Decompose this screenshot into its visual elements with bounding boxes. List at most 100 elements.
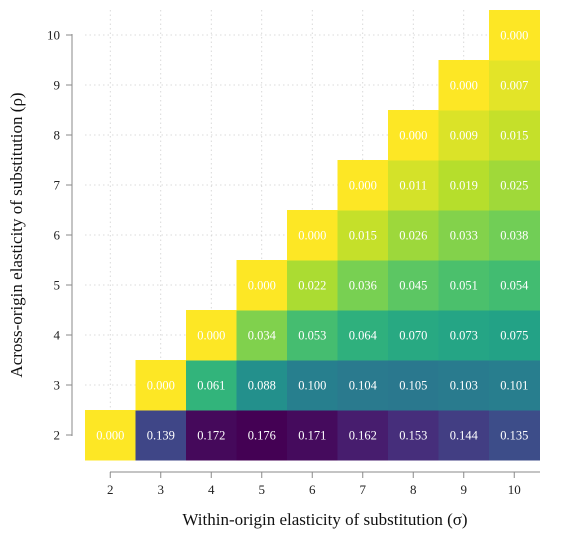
cell-value-label: 0.073 xyxy=(450,329,478,343)
heatmap-cell xyxy=(489,160,540,211)
heatmap-cell xyxy=(337,310,389,361)
heatmap-cell xyxy=(438,410,490,461)
cell-value-label: 0.051 xyxy=(450,279,478,293)
heatmap-cell xyxy=(489,260,540,311)
cell-value-label: 0.000 xyxy=(500,29,528,43)
x-tick-label: 10 xyxy=(508,482,521,497)
heatmap-cell xyxy=(489,310,540,361)
heatmap-cell xyxy=(388,260,439,311)
cell-value-label: 0.000 xyxy=(197,329,225,343)
heatmap-cell xyxy=(489,60,540,111)
heatmap-cell xyxy=(287,410,338,461)
x-tick-label: 8 xyxy=(410,482,417,497)
cell-value-label: 0.070 xyxy=(399,329,427,343)
cell-value-label: 0.026 xyxy=(399,229,427,243)
heatmap-cells xyxy=(85,10,540,461)
cell-value-label: 0.101 xyxy=(500,379,528,393)
y-axis-ticks: 2 3 4 5 6 7 8 9 10 xyxy=(47,28,72,443)
heatmap-cell xyxy=(287,310,338,361)
heatmap-cell xyxy=(287,360,338,411)
x-tick-label: 3 xyxy=(158,482,165,497)
cell-value-label: 0.000 xyxy=(248,279,276,293)
cell-value-label: 0.171 xyxy=(298,429,326,443)
x-axis-ticks: 2 3 4 5 6 7 8 9 10 xyxy=(107,472,521,497)
heatmap-cell xyxy=(337,260,389,311)
heatmap-cell xyxy=(186,410,237,461)
cell-value-label: 0.176 xyxy=(248,429,276,443)
cell-value-label: 0.015 xyxy=(500,129,528,143)
cell-labels: 0.000 0.139 0.172 0.176 0.171 0.162 0.153 0.144… xyxy=(96,29,529,443)
heatmap-cell xyxy=(85,410,136,461)
cell-value-label: 0.153 xyxy=(399,429,427,443)
cell-value-label: 0.053 xyxy=(298,329,326,343)
cell-value-label: 0.139 xyxy=(147,429,175,443)
heatmap-cell xyxy=(388,160,439,211)
cell-value-label: 0.036 xyxy=(349,279,377,293)
cell-value-label: 0.022 xyxy=(298,279,326,293)
x-tick-label: 2 xyxy=(107,482,114,497)
cell-value-label: 0.045 xyxy=(399,279,427,293)
cell-value-label: 0.033 xyxy=(450,229,478,243)
cell-value-label: 0.038 xyxy=(500,229,528,243)
cell-value-label: 0.011 xyxy=(399,179,427,193)
cell-value-label: 0.061 xyxy=(197,379,225,393)
y-tick-label: 6 xyxy=(54,228,61,243)
heatmap-cell xyxy=(186,360,237,411)
cell-value-label: 0.054 xyxy=(500,279,529,293)
heatmap-cell xyxy=(337,360,389,411)
heatmap-cell xyxy=(236,260,288,311)
cell-value-label: 0.104 xyxy=(349,379,378,393)
heatmap-cell xyxy=(438,210,490,261)
heatmap-cell xyxy=(287,210,338,261)
x-tick-label: 5 xyxy=(259,482,266,497)
cell-value-label: 0.172 xyxy=(197,429,225,443)
cell-value-label: 0.007 xyxy=(500,79,528,93)
x-tick-label: 6 xyxy=(309,482,316,497)
cell-value-label: 0.000 xyxy=(147,379,175,393)
y-tick-label: 3 xyxy=(54,378,61,393)
heatmap-cell xyxy=(388,310,439,361)
y-tick-label: 5 xyxy=(54,278,61,293)
cell-value-label: 0.025 xyxy=(500,179,528,193)
cell-value-label: 0.162 xyxy=(349,429,377,443)
heatmap-cell xyxy=(438,260,490,311)
cell-value-label: 0.000 xyxy=(399,129,427,143)
heatmap-cell xyxy=(186,310,237,361)
cell-value-label: 0.135 xyxy=(500,429,528,443)
y-tick-label: 7 xyxy=(54,178,61,193)
cell-value-label: 0.009 xyxy=(450,129,478,143)
heatmap-cell xyxy=(337,160,389,211)
y-axis-title: Across-origin elasticity of substitution… xyxy=(7,92,26,377)
heatmap-cell xyxy=(135,360,187,411)
heatmap-cell xyxy=(388,210,439,261)
x-tick-label: 7 xyxy=(360,482,367,497)
heatmap-cell xyxy=(438,310,490,361)
heatmap-cell xyxy=(135,410,187,461)
x-axis-title: Within-origin elasticity of substitution… xyxy=(182,510,467,529)
heatmap-cell xyxy=(438,60,490,111)
cell-value-label: 0.144 xyxy=(450,429,479,443)
heatmap-cell xyxy=(287,260,338,311)
cell-value-label: 0.000 xyxy=(96,429,124,443)
heatmap-cell xyxy=(388,110,439,161)
x-tick-label: 4 xyxy=(208,482,215,497)
cell-value-label: 0.000 xyxy=(450,79,478,93)
heatmap-cell xyxy=(388,360,439,411)
cell-value-label: 0.000 xyxy=(298,229,326,243)
cell-value-label: 0.034 xyxy=(248,329,277,343)
heatmap-cell xyxy=(438,160,490,211)
heatmap-cell xyxy=(489,110,540,161)
y-tick-label: 2 xyxy=(54,428,61,443)
cell-value-label: 0.019 xyxy=(450,179,478,193)
cell-value-label: 0.075 xyxy=(500,329,528,343)
cell-value-label: 0.015 xyxy=(349,229,377,243)
cell-value-label: 0.000 xyxy=(349,179,377,193)
heatmap-cell xyxy=(337,410,389,461)
cell-value-label: 0.064 xyxy=(349,329,378,343)
y-tick-label: 10 xyxy=(47,28,60,43)
heatmap-cell xyxy=(489,210,540,261)
heatmap-cell xyxy=(489,410,540,461)
y-tick-label: 4 xyxy=(54,328,61,343)
heatmap-cell xyxy=(236,360,288,411)
